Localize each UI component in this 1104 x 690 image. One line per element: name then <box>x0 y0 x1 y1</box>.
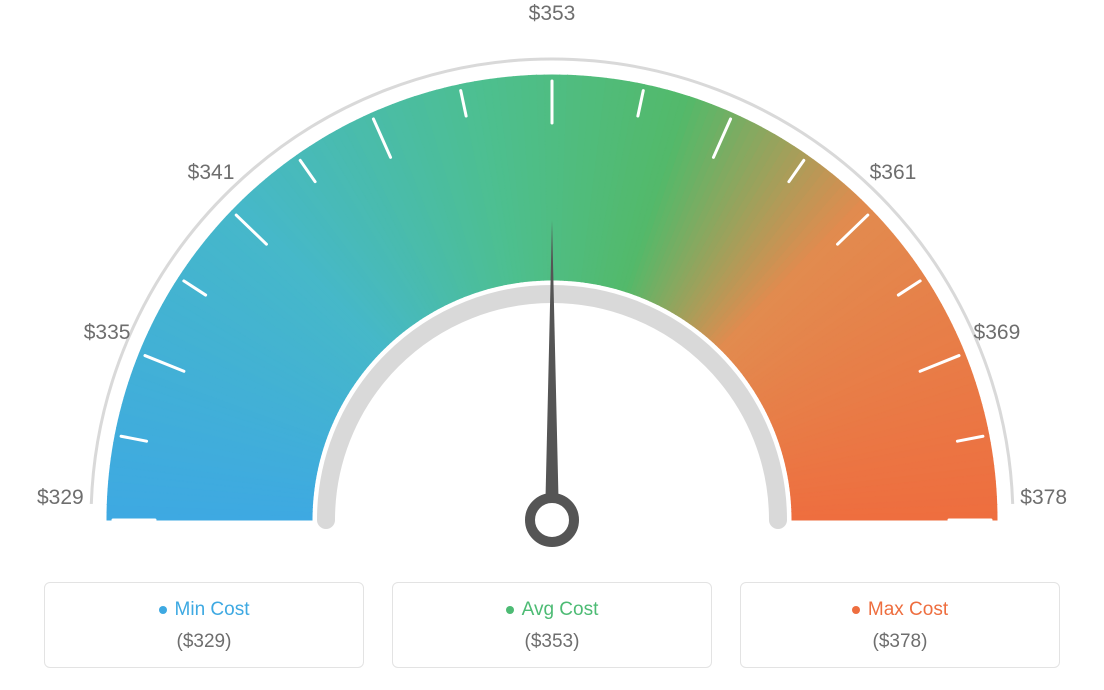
legend-max-box: Max Cost ($378) <box>740 582 1060 668</box>
gauge-tick-label: $361 <box>870 161 917 185</box>
gauge-tick-label: $335 <box>84 321 131 345</box>
gauge-tick-label: $341 <box>188 161 235 185</box>
legend-min-box: Min Cost ($329) <box>44 582 364 668</box>
gauge-area: $329 $335 $341 $353 $361 $369 $378 <box>0 0 1104 560</box>
legend-row: Min Cost ($329) Avg Cost ($353) Max Cost… <box>0 582 1104 668</box>
legend-avg-box: Avg Cost ($353) <box>392 582 712 668</box>
legend-max-label: Max Cost <box>868 599 948 621</box>
legend-avg-top: Avg Cost <box>403 599 701 621</box>
legend-min-dot <box>159 606 167 614</box>
legend-max-dot <box>852 606 860 614</box>
gauge-tick-label: $329 <box>37 486 84 510</box>
gauge-tick-label: $378 <box>1020 486 1067 510</box>
legend-avg-label: Avg Cost <box>522 599 599 621</box>
gauge-svg <box>0 0 1104 560</box>
gauge-needle-hub <box>530 498 574 542</box>
legend-avg-value: ($353) <box>403 631 701 653</box>
legend-min-value: ($329) <box>55 631 353 653</box>
gauge-tick-label: $369 <box>974 321 1021 345</box>
chart-container: $329 $335 $341 $353 $361 $369 $378 Min Cost ($… <box>0 0 1104 690</box>
legend-max-top: Max Cost <box>751 599 1049 621</box>
legend-max-value: ($378) <box>751 631 1049 653</box>
legend-min-label: Min Cost <box>175 599 250 621</box>
legend-min-top: Min Cost <box>55 599 353 621</box>
gauge-tick-label: $353 <box>529 2 576 26</box>
legend-avg-dot <box>506 606 514 614</box>
